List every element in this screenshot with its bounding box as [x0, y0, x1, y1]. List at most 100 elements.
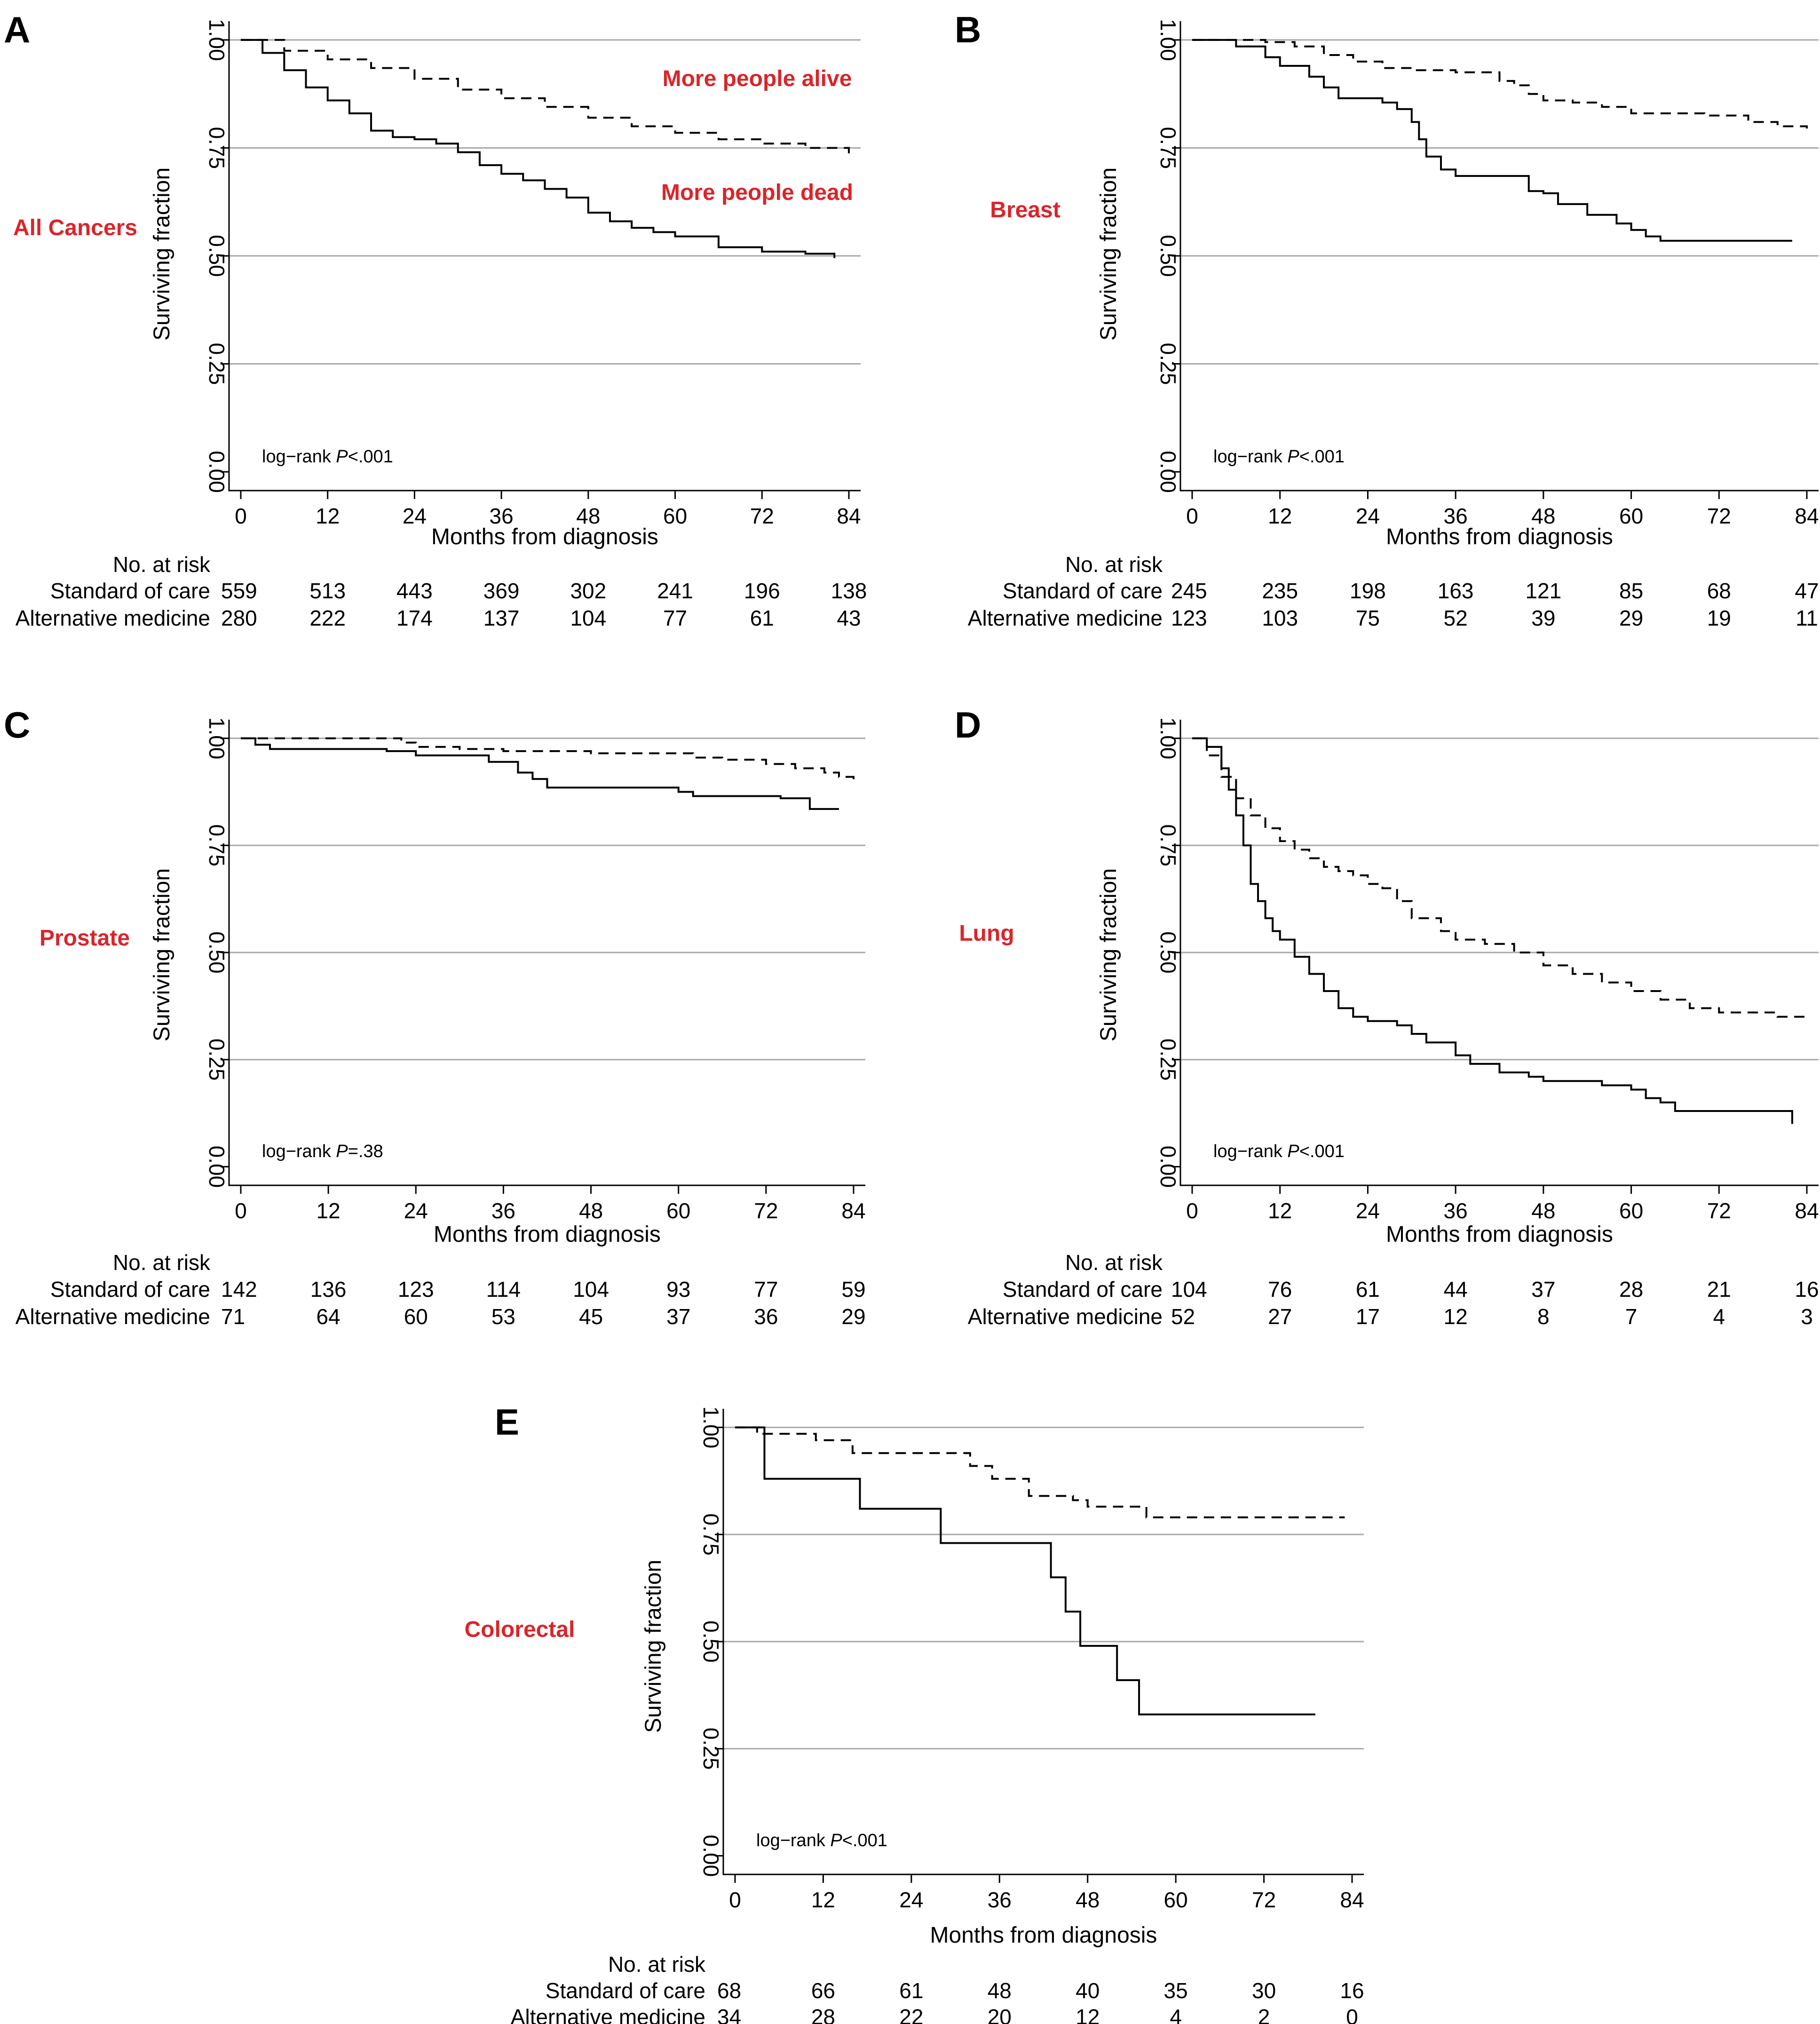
risk-value: 16 — [1340, 1978, 1364, 2003]
x-tick-label: 72 — [1252, 1888, 1276, 1912]
risk-value: 123 — [398, 1277, 434, 1302]
y-axis-title: Surviving fraction — [641, 1560, 666, 1733]
risk-value: 29 — [841, 1304, 865, 1329]
risk-value: 196 — [744, 579, 780, 603]
logrank-value: <.001 — [1299, 447, 1345, 467]
risk-value: 17 — [1356, 1304, 1380, 1329]
x-tick-label: 72 — [754, 1199, 778, 1223]
x-axis-title: Months from diagnosis — [1386, 524, 1613, 549]
x-tick-label: 48 — [1531, 504, 1555, 528]
survival-curve-standard-care — [241, 737, 855, 784]
x-tick-label: 60 — [663, 504, 687, 528]
risk-value: 2 — [1258, 2005, 1270, 2024]
logrank-prefix: log−rank — [262, 447, 336, 467]
y-tick-label: 0.25 — [205, 343, 229, 385]
risk-value: 75 — [1356, 606, 1380, 630]
risk-value: 29 — [1619, 606, 1643, 630]
risk-value: 76 — [1268, 1277, 1292, 1302]
risk-value: 3 — [1801, 1304, 1813, 1329]
x-tick-label: 12 — [317, 1199, 340, 1223]
logrank-note: log−rank P<.001 — [756, 1831, 887, 1850]
cancer-site-label: Prostate — [40, 926, 130, 951]
x-tick-label: 48 — [1531, 1199, 1555, 1223]
x-tick-label: 36 — [491, 1199, 515, 1223]
risk-value: 114 — [486, 1277, 521, 1302]
risk-value: 28 — [1619, 1277, 1643, 1302]
logrank-prefix: log−rank — [1213, 1142, 1287, 1161]
y-tick-label: 0.25 — [1156, 1039, 1180, 1081]
y-tick-label: 0.00 — [699, 1835, 723, 1877]
x-tick-label: 36 — [1444, 1199, 1468, 1223]
annotation: More people dead — [661, 180, 853, 205]
risk-value: 22 — [899, 2005, 923, 2024]
y-tick-label: 1.00 — [205, 717, 229, 760]
risk-value: 77 — [754, 1277, 778, 1302]
y-tick-label: 0.50 — [205, 235, 229, 277]
x-axis-title: Months from diagnosis — [434, 1222, 661, 1247]
risk-value: 16 — [1795, 1277, 1819, 1302]
y-tick-label: 0.50 — [699, 1620, 723, 1663]
x-tick-label: 84 — [1795, 1199, 1819, 1223]
x-tick-label: 84 — [841, 1199, 865, 1223]
y-tick-label: 0.75 — [699, 1514, 723, 1556]
risk-value: 104 — [570, 606, 606, 630]
y-tick-label: 0.00 — [205, 451, 229, 493]
panel-letter: E — [495, 1401, 519, 1443]
x-tick-label: 12 — [1268, 1199, 1292, 1223]
panel-d: 0.000.250.500.751.000 12 24 36 48 60 72 84Month… — [955, 704, 1819, 1329]
risk-table-title: No. at risk — [1065, 1250, 1163, 1275]
x-tick-label: 84 — [1795, 504, 1819, 528]
logrank-note: log−rank P=.38 — [262, 1142, 383, 1161]
risk-value: 52 — [1171, 1304, 1195, 1329]
risk-row-label: Standard of care — [1003, 1277, 1163, 1302]
survival-curve-alternative-medicine — [735, 1426, 1315, 1715]
x-tick-label: 24 — [403, 504, 427, 528]
y-tick-label: 0.75 — [1156, 825, 1180, 867]
risk-value: 222 — [309, 606, 346, 630]
x-tick-label: 24 — [899, 1888, 923, 1912]
y-tick-label: 0.00 — [1156, 1146, 1180, 1188]
logrank-p: P — [336, 1142, 348, 1161]
logrank-value: <.001 — [1299, 1142, 1345, 1161]
logrank-note: log−rank P<.001 — [1213, 447, 1345, 467]
risk-value: 138 — [831, 579, 867, 603]
risk-value: 0 — [1346, 2005, 1358, 2024]
risk-value: 163 — [1438, 579, 1474, 603]
y-axis-title: Surviving fraction — [1096, 167, 1121, 341]
y-tick-label: 1.00 — [1156, 717, 1180, 760]
risk-value: 34 — [717, 2005, 741, 2024]
survival-curve-standard-care — [1192, 737, 1807, 1018]
risk-row-label: Alternative medicine — [16, 606, 210, 630]
x-tick-label: 12 — [316, 504, 340, 528]
panel-letter: A — [4, 9, 30, 50]
y-tick-label: 0.00 — [205, 1146, 229, 1188]
risk-value: 37 — [1531, 1277, 1555, 1302]
cancer-site-label: Colorectal — [465, 1617, 575, 1642]
x-tick-label: 36 — [490, 504, 514, 528]
y-tick-label: 0.00 — [1156, 451, 1180, 493]
x-tick-label: 60 — [1164, 1888, 1188, 1912]
logrank-p: P — [830, 1831, 842, 1850]
x-tick-label: 48 — [1076, 1888, 1100, 1912]
risk-value: 27 — [1268, 1304, 1292, 1329]
risk-value: 137 — [483, 606, 520, 630]
panel-a: 0.00 0.25 0.50 0.75 1.00 0 12 24 36 48 60 72 84 Month… — [4, 9, 867, 630]
risk-value: 241 — [657, 579, 693, 603]
logrank-value: <.001 — [842, 1831, 887, 1850]
risk-value: 21 — [1707, 1277, 1731, 1302]
cancer-site-label: All Cancers — [13, 215, 137, 240]
risk-value: 8 — [1537, 1304, 1550, 1329]
risk-value: 64 — [317, 1304, 340, 1329]
risk-value: 77 — [663, 606, 687, 630]
risk-value: 71 — [221, 1304, 245, 1329]
x-tick-label: 12 — [1268, 504, 1292, 528]
risk-table-title: No. at risk — [1065, 552, 1163, 577]
survival-curve-alternative-medicine — [241, 39, 836, 258]
x-axis-title: Months from diagnosis — [431, 524, 658, 549]
risk-value: 174 — [396, 606, 433, 630]
risk-value: 12 — [1076, 2005, 1100, 2024]
survival-curve-alternative-medicine — [1192, 39, 1792, 242]
risk-table-title: No. at risk — [608, 1952, 706, 1976]
risk-value: 12 — [1444, 1304, 1468, 1329]
